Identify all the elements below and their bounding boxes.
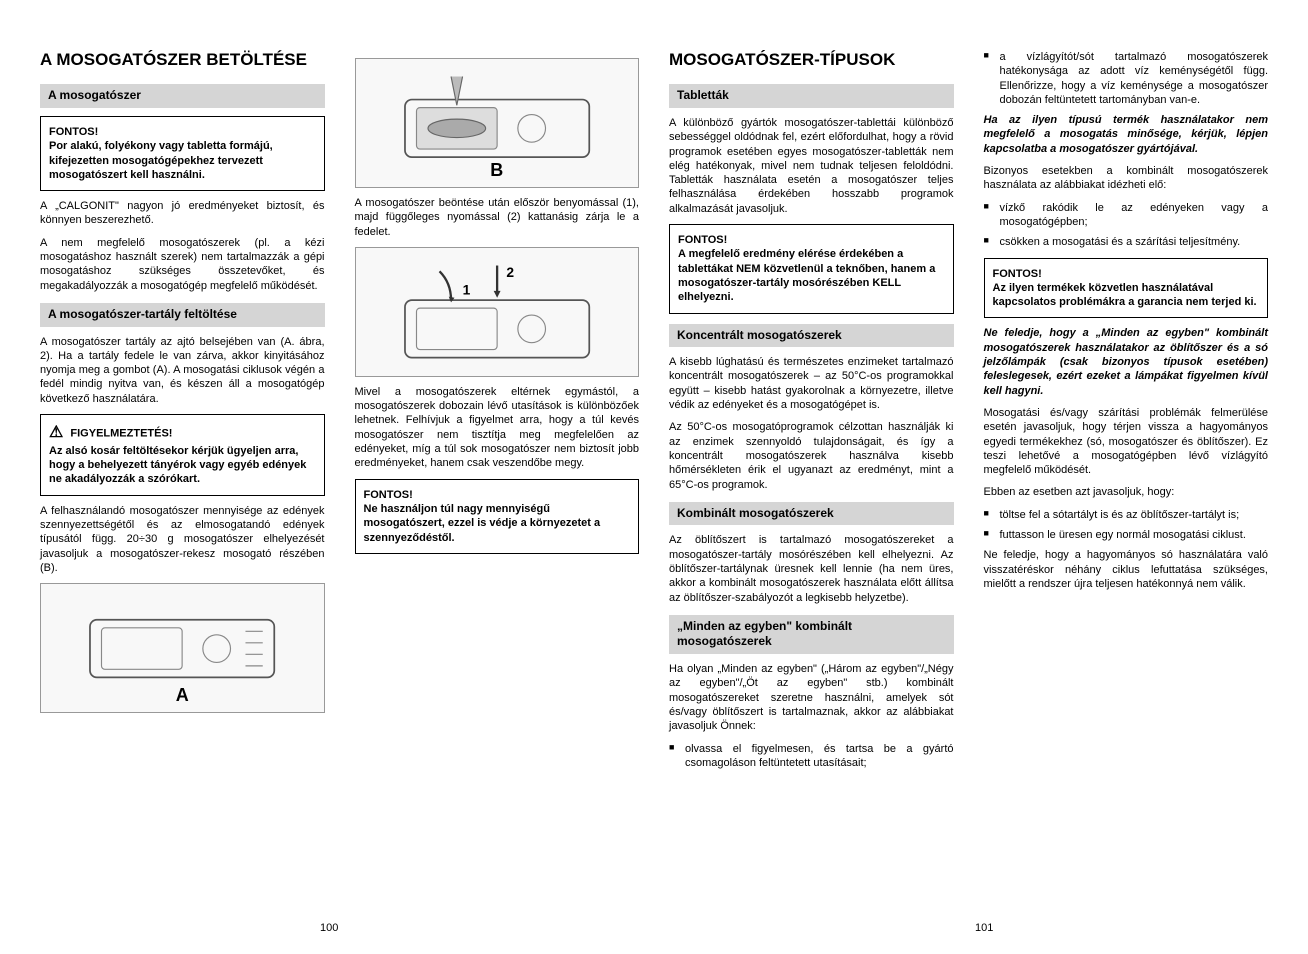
section-fill: A mosogatószer-tartály feltöltése bbox=[40, 303, 325, 327]
italic-note: Ne feledje, hogy a „Minden az egyben" ko… bbox=[984, 326, 1269, 397]
box-title: FONTOS! bbox=[49, 125, 316, 139]
paragraph: Ne feledje, hogy a hagyományos só haszná… bbox=[984, 548, 1269, 591]
important-box-4: FONTOS! Az ilyen termékek közvetlen hasz… bbox=[984, 258, 1269, 319]
paragraph: A mosogatószer tartály az ajtó belsejébe… bbox=[40, 335, 325, 406]
section-concentrated: Koncentrált mosogatószerek bbox=[669, 324, 954, 348]
column-3: MOSOGATÓSZER-TÍPUSOK Tabletták A különbö… bbox=[669, 50, 954, 904]
paragraph: Ebben az esetben azt javasoljuk, hogy: bbox=[984, 485, 1269, 499]
page-number-right: 101 bbox=[975, 922, 993, 934]
paragraph: Mosogatási és/vagy szárítási problémák f… bbox=[984, 406, 1269, 477]
paragraph: Bizonyos esetekben a kombinált mosogatós… bbox=[984, 164, 1269, 193]
dispenser-illustration-close: 1 2 bbox=[370, 254, 624, 369]
paragraph: Az öblítőszert is tartalmazó mosogatósze… bbox=[669, 533, 954, 604]
list-item: futtasson le üresen egy normál mosogatás… bbox=[984, 528, 1269, 542]
important-box-2: FONTOS! Ne használjon túl nagy mennyiség… bbox=[355, 479, 640, 554]
box-title: FONTOS! bbox=[993, 267, 1260, 281]
bullet-list: olvassa el figyelmesen, és tartsa be a g… bbox=[669, 742, 954, 771]
paragraph: A mosogatószer beöntése után először ben… bbox=[355, 196, 640, 239]
callout-2: 2 bbox=[506, 264, 514, 280]
important-box-1: FONTOS! Por alakú, folyékony vagy tablet… bbox=[40, 116, 325, 191]
paragraph: Mivel a mosogatószerek eltérnek egymástó… bbox=[355, 385, 640, 471]
manual-page-spread: A MOSOGATÓSZER BETÖLTÉSE A mosogatószer … bbox=[40, 50, 1268, 904]
warning-title: FIGYELMEZTETÉS! bbox=[70, 427, 172, 439]
column-1: A MOSOGATÓSZER BETÖLTÉSE A mosogatószer … bbox=[40, 50, 325, 904]
paragraph: A különböző gyártók mosogatószer-tablett… bbox=[669, 116, 954, 216]
page-number-left: 100 bbox=[320, 922, 338, 934]
figure-b: B bbox=[355, 58, 640, 188]
warning-text: Az alsó kosár feltöltésekor kérjük ügyel… bbox=[49, 444, 316, 487]
list-item: a vízlágyítót/sót tartalmazó mosogatósze… bbox=[984, 50, 1269, 107]
figure-label-a: A bbox=[176, 684, 189, 707]
warning-icon: ⚠ bbox=[49, 423, 63, 444]
important-box-3: FONTOS! A megfelelő eredmény elérése érd… bbox=[669, 224, 954, 313]
figure-a: A bbox=[40, 583, 325, 713]
box-text: A megfelelő eredmény elérése érdekében a… bbox=[678, 247, 945, 304]
paragraph: Ha olyan „Minden az egyben" („Három az e… bbox=[669, 662, 954, 733]
list-item: töltse fel a sótartályt is és az öblítős… bbox=[984, 508, 1269, 522]
paragraph: Az 50°C-os mosogatóprogramok célzottan h… bbox=[669, 420, 954, 491]
main-title-right: MOSOGATÓSZER-TÍPUSOK bbox=[669, 50, 954, 70]
bullet-list: töltse fel a sótartályt is és az öblítős… bbox=[984, 508, 1269, 543]
figure-label-b: B bbox=[490, 159, 503, 182]
box-text: Az ilyen termékek közvetlen használatáva… bbox=[993, 281, 1260, 310]
list-item: olvassa el figyelmesen, és tartsa be a g… bbox=[669, 742, 954, 771]
section-combined: Kombinált mosogatószerek bbox=[669, 502, 954, 526]
box-title: FONTOS! bbox=[678, 233, 945, 247]
paragraph: A kisebb lúghatású és természetes enzime… bbox=[669, 355, 954, 412]
box-title: FONTOS! bbox=[364, 488, 631, 502]
bullet-list: a vízlágyítót/sót tartalmazó mosogatósze… bbox=[984, 50, 1269, 107]
figure-close: 1 2 bbox=[355, 247, 640, 377]
paragraph: A nem megfelelő mosogatószerek (pl. a ké… bbox=[40, 236, 325, 293]
paragraph: A felhasználandó mosogatószer mennyisége… bbox=[40, 504, 325, 575]
section-allinone: „Minden az egyben" kombinált mosogatósze… bbox=[669, 615, 954, 654]
box-text: Por alakú, folyékony vagy tabletta formá… bbox=[49, 139, 316, 182]
column-2: B A mosogatószer beöntése után először b… bbox=[355, 50, 640, 904]
warning-box: ⚠ FIGYELMEZTETÉS! Az alsó kosár feltölté… bbox=[40, 414, 325, 496]
main-title-left: A MOSOGATÓSZER BETÖLTÉSE bbox=[40, 50, 325, 70]
callout-1: 1 bbox=[462, 282, 470, 298]
list-item: csökken a mosogatási és a szárítási telj… bbox=[984, 235, 1269, 249]
list-item: vízkő rakódik le az edényeken vagy a mos… bbox=[984, 201, 1269, 230]
section-detergent: A mosogatószer bbox=[40, 84, 325, 108]
italic-note: Ha az ilyen típusú termék használatakor … bbox=[984, 113, 1269, 156]
paragraph: A „CALGONIT" nagyon jó eredményeket bizt… bbox=[40, 199, 325, 228]
column-4: a vízlágyítót/sót tartalmazó mosogatósze… bbox=[984, 50, 1269, 904]
bullet-list: vízkő rakódik le az edényeken vagy a mos… bbox=[984, 201, 1269, 250]
section-tablets: Tabletták bbox=[669, 84, 954, 108]
box-text: Ne használjon túl nagy mennyiségű mosoga… bbox=[364, 502, 631, 545]
